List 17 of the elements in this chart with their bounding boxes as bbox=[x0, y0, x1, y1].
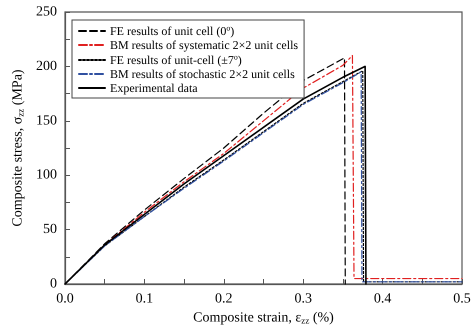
x-tick-label: 0.2 bbox=[215, 292, 233, 306]
y-tick-label: 150 bbox=[36, 113, 57, 128]
legend-label: BM results of stochastic 2×2 unit cells bbox=[110, 67, 296, 81]
x-tick-label: 0.4 bbox=[374, 292, 392, 306]
legend-label: Experimental data bbox=[110, 81, 198, 95]
y-tick-label: 200 bbox=[36, 58, 57, 74]
x-tick-label: 0.3 bbox=[294, 292, 312, 306]
x-tick-label: 0.1 bbox=[136, 292, 154, 306]
y-tick-label: 50 bbox=[43, 222, 57, 238]
y-tick-label: 0 bbox=[50, 276, 57, 292]
x-axis-title: Composite strain, εzz (%) bbox=[193, 310, 334, 326]
y-tick-label: 250 bbox=[36, 4, 57, 20]
legend-label: BM results of systematic 2×2 unit cells bbox=[110, 38, 298, 52]
y-tick-label: 100 bbox=[36, 168, 57, 183]
y-axis-title: Composite stress, σzz (MPa) bbox=[10, 69, 26, 227]
x-tick-label: 0.0 bbox=[56, 292, 74, 306]
x-tick-label: 0.5 bbox=[453, 292, 471, 306]
